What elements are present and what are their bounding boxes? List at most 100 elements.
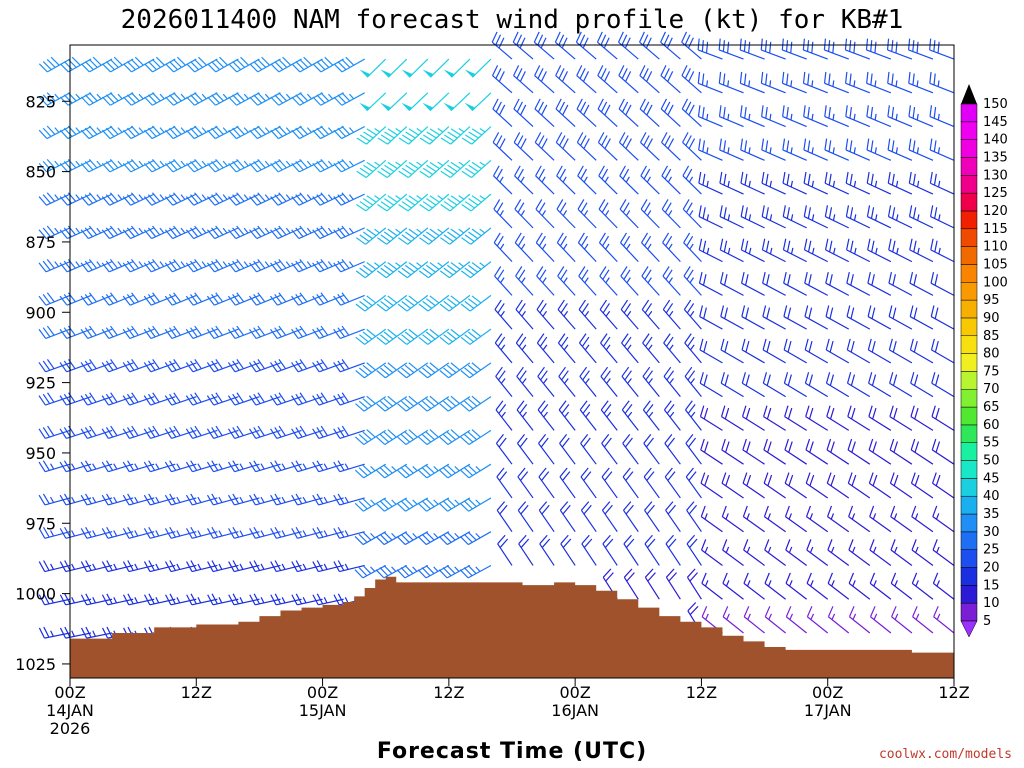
barb-feather xyxy=(621,366,630,377)
barb-feather xyxy=(803,238,808,251)
barb-pennant xyxy=(422,102,434,111)
barb-feather xyxy=(912,173,916,186)
barb-feather xyxy=(426,198,437,206)
barb-feather xyxy=(429,429,439,438)
barb-feather xyxy=(429,161,440,170)
barb-feather xyxy=(59,461,67,473)
wind-barb xyxy=(80,192,113,206)
barb-half-feather xyxy=(264,93,270,100)
barb-feather xyxy=(845,171,849,184)
barb-feather xyxy=(664,467,673,478)
barb-half-feather xyxy=(138,227,144,234)
barb-feather xyxy=(355,237,366,245)
colorbar-label: 120 xyxy=(983,204,1008,219)
barb-feather xyxy=(682,165,690,177)
wind-barb xyxy=(312,425,344,439)
wind-barb xyxy=(291,425,323,439)
barb-half-feather xyxy=(260,530,265,537)
barb-feather xyxy=(849,173,853,186)
barb-feather xyxy=(809,474,815,487)
barb-half-feather xyxy=(811,80,814,87)
barb-feather xyxy=(495,135,503,146)
wind-barb xyxy=(398,126,429,145)
barb-feather xyxy=(516,366,524,377)
barb-feather xyxy=(143,494,151,506)
barb-feather xyxy=(625,504,634,515)
barb-half-feather xyxy=(197,496,202,503)
barb-feather xyxy=(316,160,325,171)
wind-barb xyxy=(743,606,765,634)
barb-feather xyxy=(517,467,526,478)
barb-feather xyxy=(515,299,523,310)
barb-feather xyxy=(446,531,456,541)
barb-feather xyxy=(498,370,506,381)
wind-barb xyxy=(164,192,197,206)
barb-feather xyxy=(80,362,89,373)
wind-barb xyxy=(101,92,134,106)
wind-barb xyxy=(762,271,786,296)
barb-feather xyxy=(185,229,195,239)
barb-feather xyxy=(341,58,351,68)
barb-feather xyxy=(643,135,650,146)
colorbar-label: 10 xyxy=(983,596,1000,611)
barb-half-feather xyxy=(647,277,652,284)
barb-feather xyxy=(417,502,427,512)
barb-half-feather xyxy=(768,613,772,620)
wind-barb xyxy=(164,560,197,573)
barb-feather xyxy=(295,194,304,204)
barb-feather xyxy=(496,202,504,213)
barb-half-feather xyxy=(454,566,460,572)
barb-half-feather xyxy=(936,613,941,620)
barb-pennant xyxy=(359,69,371,78)
wind-barb xyxy=(439,294,471,312)
barb-feather xyxy=(312,262,321,273)
barb-feather xyxy=(783,271,787,284)
barb-feather xyxy=(429,228,440,237)
barb-feather xyxy=(598,232,606,243)
barb-feather xyxy=(270,262,279,273)
barb-feather xyxy=(333,328,341,339)
barb-feather xyxy=(888,238,892,251)
barb-feather xyxy=(580,434,589,444)
barb-feather xyxy=(742,505,748,517)
barb-feather xyxy=(578,266,586,277)
barb-half-feather xyxy=(832,80,835,87)
barb-feather xyxy=(439,403,449,412)
barb-feather xyxy=(930,271,935,284)
wind-barb xyxy=(38,593,71,606)
colorbar-swatch xyxy=(960,246,978,265)
barb-feather xyxy=(185,395,194,406)
barb-half-feather xyxy=(788,513,792,520)
barb-feather xyxy=(232,460,240,471)
barb-feather xyxy=(931,472,937,484)
wind-barb xyxy=(270,125,302,140)
barb-feather xyxy=(249,196,258,206)
barb-half-feather xyxy=(197,597,202,604)
barb-feather xyxy=(442,500,452,510)
wind-barb xyxy=(270,359,302,373)
barb-feather xyxy=(366,161,377,170)
barb-feather xyxy=(582,370,590,381)
barb-feather xyxy=(513,98,520,110)
barb-half-feather xyxy=(323,563,328,570)
barb-feather xyxy=(497,336,506,347)
barb-feather xyxy=(644,269,652,280)
barb-feather xyxy=(88,225,98,236)
barb-feather xyxy=(681,65,688,76)
barb-feather xyxy=(868,472,874,484)
wind-barb xyxy=(889,438,913,465)
barb-feather xyxy=(42,526,50,538)
wind-barb xyxy=(102,56,134,73)
barb-feather xyxy=(825,305,830,317)
barb-feather xyxy=(88,292,97,303)
barb-feather xyxy=(380,234,391,242)
barb-feather xyxy=(106,626,113,638)
wind-barb xyxy=(376,261,408,279)
wind-barb xyxy=(207,56,239,73)
barb-feather xyxy=(105,160,115,171)
barb-feather xyxy=(169,526,177,538)
barb-half-feather xyxy=(767,546,772,553)
barb-feather xyxy=(63,160,73,171)
barb-feather xyxy=(42,227,51,238)
barb-feather xyxy=(358,434,369,443)
